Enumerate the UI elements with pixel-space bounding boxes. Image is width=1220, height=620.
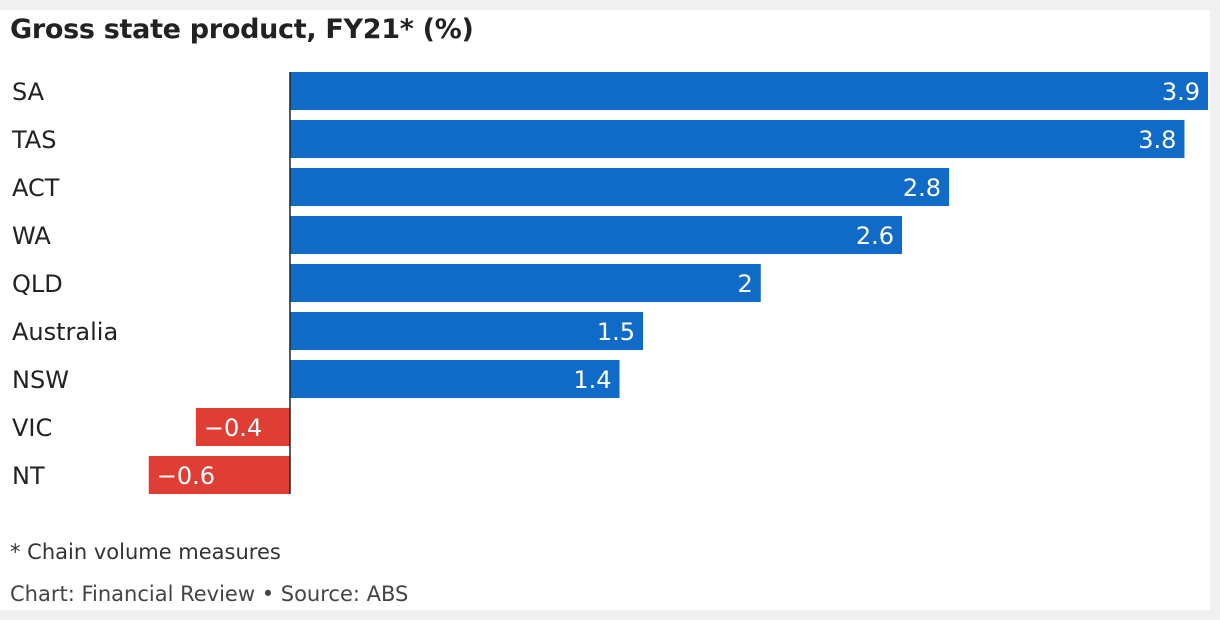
category-label-australia: Australia [12,318,118,346]
bar-vic [195,408,290,446]
bar-sa [290,72,1208,110]
chart-title: Gross state product, FY21* (%) [10,14,474,45]
chart-credit: Chart: Financial Review • Source: ABS [10,582,409,606]
category-label-wa: WA [12,222,51,250]
bar-chart: SA 3.9 TAS 3.8 ACT 2.8 WA 2.6 QLD 2 Australia 1.5 NS… [11,72,1208,494]
category-label-sa: SA [12,78,45,106]
value-label-wa: 2.6 [856,222,894,250]
value-label-vic: −0.4 [204,414,262,442]
value-label-nt: −0.6 [157,462,215,490]
category-label-act: ACT [12,174,60,202]
value-label-tas: 3.8 [1138,126,1176,154]
bar-nt [148,456,290,494]
bar-act [290,168,950,206]
value-label-act: 2.8 [903,174,941,202]
value-label-australia: 1.5 [597,318,635,346]
category-label-vic: VIC [12,414,52,442]
bar-nsw [290,360,620,398]
bar-wa [290,216,902,254]
category-label-qld: QLD [12,270,63,298]
bar-qld [290,264,761,302]
category-label-nt: NT [12,462,45,490]
category-label-tas: TAS [11,126,56,154]
bar-australia [290,312,644,350]
value-label-sa: 3.9 [1162,78,1200,106]
chart-card: Gross state product, FY21* (%) SA 3.9 TAS 3… [0,10,1210,610]
value-label-qld: 2 [737,270,752,298]
bar-tas [290,120,1185,158]
category-label-nsw: NSW [12,366,69,394]
value-label-nsw: 1.4 [573,366,611,394]
footnote: * Chain volume measures [10,540,281,564]
